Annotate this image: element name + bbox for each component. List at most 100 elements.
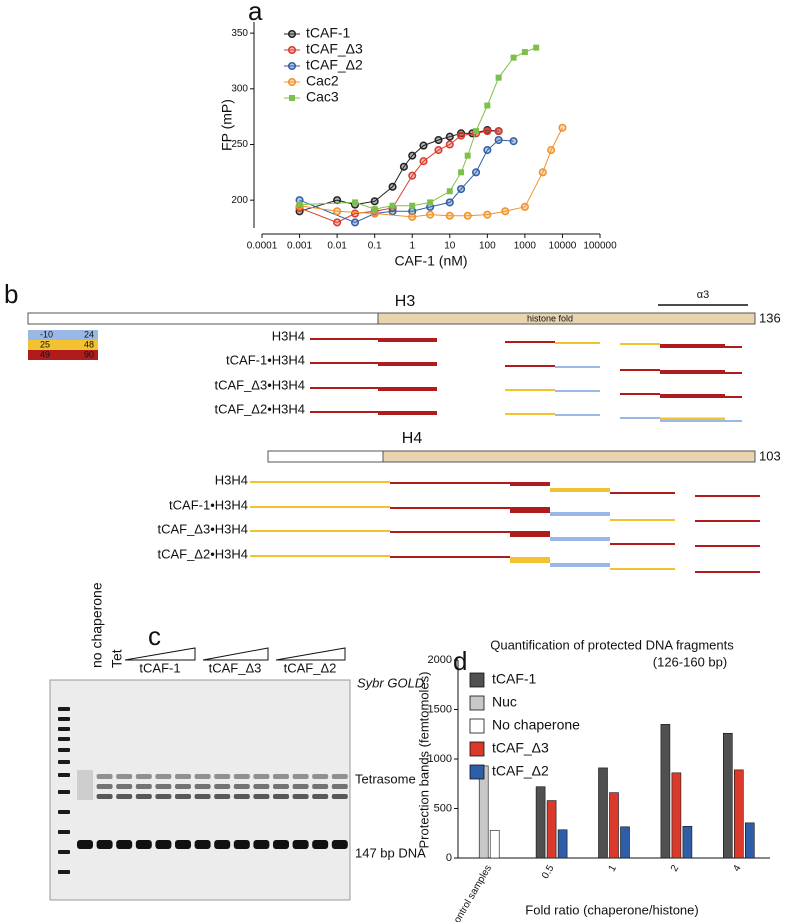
y-tick-label: 200 [231, 195, 248, 206]
h3-fold [377, 312, 756, 325]
stain-label: Sybr GOLD [357, 675, 424, 690]
y-axis-label: Protection bands (femtomoles) [416, 671, 431, 848]
data-point [458, 169, 465, 176]
tetrasome-band [155, 784, 172, 789]
y-tick-label: 0 [446, 852, 452, 864]
data-point [371, 206, 378, 213]
data-point [521, 49, 528, 56]
lane-label: Tet [109, 649, 125, 668]
y-tick-label: 250 [231, 139, 248, 150]
legend-start: 49 [40, 349, 50, 359]
x-tick-label: 0.5 [540, 863, 557, 881]
h4-fold [382, 450, 756, 463]
legend-end: 90 [84, 349, 94, 359]
bar [733, 769, 744, 859]
dna-band [135, 840, 152, 849]
panel-label: a [248, 0, 263, 26]
data-point [494, 127, 503, 136]
legend-label: Cac2 [306, 73, 339, 89]
bar [535, 786, 546, 859]
chart-subtitle: (126-160 bp) [653, 654, 727, 669]
gradient-wedge [202, 647, 269, 661]
data-point [399, 162, 408, 171]
data-point [494, 135, 503, 145]
tetrasome-band [214, 774, 231, 779]
data-point [446, 188, 453, 195]
y-tick-label: 500 [434, 802, 452, 814]
x-tick-label: 0.0001 [247, 241, 278, 252]
row-label: tCAF-1•H3H4 [226, 352, 305, 367]
lane-label: tCAF_Δ3 [209, 660, 262, 675]
bar [546, 800, 557, 859]
tetrasome-band [96, 774, 113, 779]
tetrasome-band [233, 794, 250, 799]
lane-label: no chaperone [89, 582, 105, 668]
bar [598, 767, 608, 859]
helix-label: α3 [697, 289, 709, 301]
series-line [299, 130, 499, 223]
legend-start: -10 [40, 329, 53, 339]
data-point [408, 151, 417, 160]
tetrasome-band [116, 774, 133, 779]
tetrasome-band [312, 774, 329, 779]
dna-band [292, 840, 309, 849]
data-point [473, 128, 480, 135]
data-point [419, 157, 428, 166]
band-label: 147 bp DNA [355, 845, 426, 860]
row-label: H3H4 [272, 328, 305, 343]
ladder-band [58, 810, 70, 814]
ladder-band [58, 850, 70, 854]
ladder-band [58, 707, 70, 711]
legend-swatch [469, 764, 485, 780]
tetrasome-band [312, 794, 329, 799]
tetrasome-band [175, 774, 191, 779]
legend-label: tCAF_Δ3 [306, 41, 363, 57]
tetrasome-band [214, 784, 231, 789]
ladder-band [58, 760, 70, 764]
data-point [350, 218, 360, 227]
bar [744, 822, 755, 859]
x-tick-label: 10000 [549, 241, 577, 252]
y-tick-label: 1000 [428, 753, 452, 765]
legend-label: Nuc [492, 694, 517, 710]
data-point [445, 132, 454, 141]
tetrasome-band [273, 774, 289, 779]
tetrasome-band [194, 784, 211, 789]
chart-title: Quantification of protected DNA fragment… [490, 637, 734, 652]
x-tick-label: 0.1 [368, 241, 382, 252]
tetrasome-band [116, 794, 133, 799]
row-label: H3H4 [215, 472, 248, 487]
tetrasome-band [331, 784, 348, 789]
row-label: tCAF_Δ3•H3H4 [157, 521, 248, 536]
tetrasome-band [214, 794, 231, 799]
bar [489, 829, 500, 859]
legend-start: 25 [40, 339, 50, 349]
lane-label: tCAF_Δ2 [284, 660, 337, 675]
tetrasome-band [312, 784, 329, 789]
dna-band [96, 840, 113, 849]
tetrasome-band [273, 784, 289, 789]
y-tick-label: 1500 [428, 703, 452, 715]
tetrasome-band [116, 784, 133, 789]
ladder-band [58, 870, 70, 874]
tetrasome-band [96, 794, 113, 799]
legend-marker [287, 29, 297, 39]
dna-band [194, 840, 211, 849]
data-point [350, 209, 360, 218]
y-tick-label: 350 [231, 28, 248, 39]
legend-label: tCAF_Δ3 [492, 740, 549, 756]
ladder-band [58, 790, 70, 794]
legend-label: tCAF_Δ2 [306, 57, 363, 73]
tetrasome-band [194, 794, 211, 799]
ladder-band [58, 748, 70, 752]
data-point [427, 199, 434, 206]
dna-band [253, 840, 270, 849]
ladder-band [58, 727, 70, 731]
data-point [389, 202, 396, 209]
data-point [370, 197, 379, 206]
legend-marker [287, 61, 297, 71]
dna-band [331, 840, 348, 849]
tetrasome-band [155, 794, 172, 799]
dna-band [175, 840, 191, 849]
